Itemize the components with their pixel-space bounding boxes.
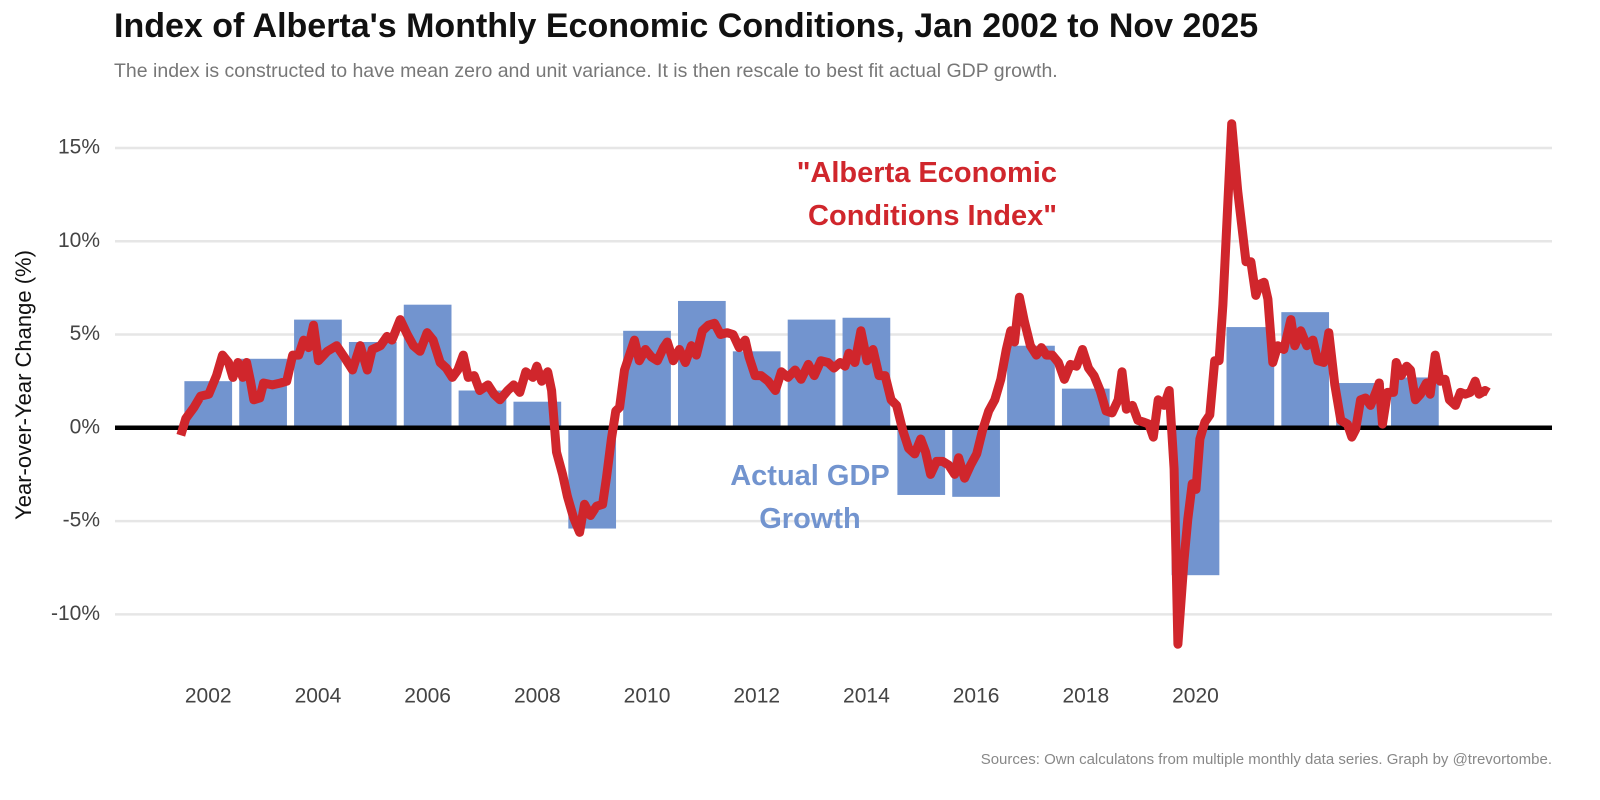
x-tick-label: 2016: [953, 685, 1000, 708]
x-tick-label: 2010: [624, 685, 671, 708]
x-tick-label: 2006: [404, 685, 451, 708]
y-tick-label: -5%: [63, 509, 100, 532]
y-tick-label: 15%: [58, 136, 100, 159]
x-tick-label: 2014: [843, 685, 890, 708]
bar: [1226, 327, 1275, 428]
chart-title: Index of Alberta's Monthly Economic Cond…: [114, 7, 1258, 45]
y-tick-label: -10%: [51, 602, 100, 625]
x-tick-label: 2012: [733, 685, 780, 708]
y-tick-label: 10%: [58, 229, 100, 252]
x-tick-label: 2020: [1172, 685, 1219, 708]
x-tick-label: 2004: [295, 685, 342, 708]
chart-subtitle: The index is constructed to have mean ze…: [114, 60, 1058, 82]
legend-label: Actual GDP Growth: [730, 460, 890, 535]
x-tick-label: 2018: [1062, 685, 1109, 708]
legend-label: "Alberta Economic Conditions Index": [797, 157, 1057, 232]
source-note: Sources: Own calculatons from multiple m…: [981, 751, 1552, 768]
y-axis-label: Year-over-Year Change (%): [11, 250, 36, 520]
x-tick-label: 2008: [514, 685, 561, 708]
y-tick-label: 5%: [70, 322, 100, 345]
x-tick-label: 2002: [185, 685, 232, 708]
index-line: [176, 119, 1491, 649]
y-tick-label: 0%: [70, 415, 100, 438]
